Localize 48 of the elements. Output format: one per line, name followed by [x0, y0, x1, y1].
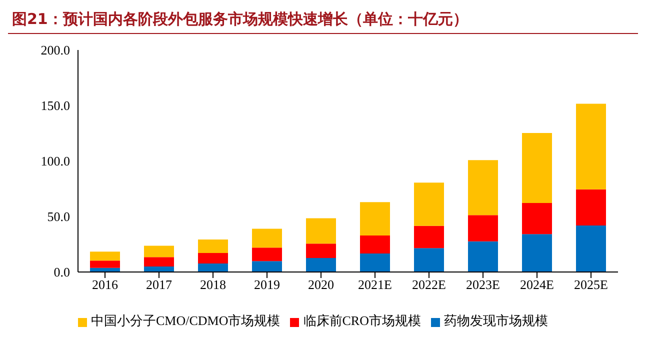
- bar: [522, 234, 552, 272]
- y-tick-label: 0.0: [54, 264, 70, 280]
- legend-label: 临床前CRO市场规模: [303, 313, 421, 328]
- bar: [576, 189, 606, 226]
- bar: [90, 260, 120, 268]
- x-tick-label: 2025E: [574, 277, 608, 292]
- bar: [522, 133, 552, 203]
- bar: [360, 235, 390, 254]
- bar: [306, 218, 336, 244]
- x-tick-label: 2017: [146, 277, 172, 292]
- bar: [468, 160, 498, 216]
- bar: [198, 239, 228, 254]
- bar: [306, 258, 336, 272]
- bar: [468, 215, 498, 242]
- bar: [144, 257, 174, 267]
- bar: [360, 253, 390, 272]
- x-tick-label: 2019: [254, 277, 280, 292]
- y-tick-label: 50.0: [47, 209, 70, 224]
- bar: [252, 261, 282, 272]
- x-tick-label: 2018: [200, 277, 226, 292]
- bar: [198, 263, 228, 272]
- bar: [414, 226, 444, 248]
- x-tick-label: 2024E: [520, 277, 554, 292]
- x-tick-label: 2023E: [466, 277, 500, 292]
- bar: [198, 253, 228, 264]
- bar: [414, 182, 444, 226]
- y-tick-label: 200.0: [40, 42, 70, 58]
- x-tick-label: 2020: [308, 277, 334, 292]
- x-tick-label: 2021E: [358, 277, 392, 292]
- legend-label: 中国小分子CMO/CDMO市场规模: [91, 313, 280, 328]
- bar: [576, 225, 606, 272]
- bar: [468, 241, 498, 272]
- x-tick-label: 2022E: [412, 277, 446, 292]
- bar: [252, 248, 282, 262]
- bar: [252, 228, 282, 248]
- y-tick-label: 100.0: [40, 154, 70, 169]
- y-tick-label: 150.0: [40, 98, 70, 114]
- bar: [90, 252, 120, 261]
- bar: [414, 248, 444, 272]
- x-tick-label: 2016: [92, 277, 118, 292]
- bar: [144, 266, 174, 272]
- chart-title: 图21：预计国内各阶段外包服务市场规模快速增长（单位：十亿元）: [8, 8, 638, 34]
- bar: [576, 104, 606, 190]
- bar: [522, 202, 552, 234]
- bar: [144, 246, 174, 258]
- bar: [360, 202, 390, 236]
- legend-label: 药物发现市场规模: [444, 313, 548, 328]
- bar: [306, 244, 336, 258]
